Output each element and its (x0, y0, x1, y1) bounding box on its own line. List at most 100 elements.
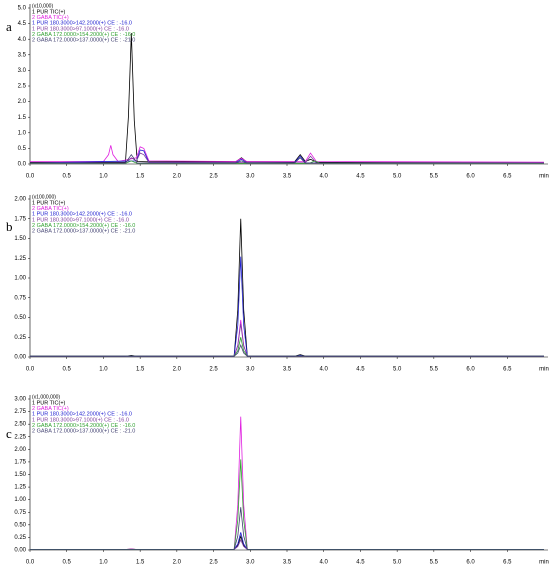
y-tick-label: 2.0 (18, 99, 27, 105)
legend-entry: 2 GABA 172.0000>154.2000(+) CE : -16.0 (32, 32, 135, 38)
y-tick-label: 0.50 (14, 315, 26, 321)
x-tick-label: 5.5 (430, 174, 439, 180)
y-tick-label: 0.00 (14, 548, 26, 554)
y-tick-label: 0.50 (14, 522, 26, 528)
x-tick-label: 2.5 (209, 367, 218, 373)
x-tick-label: 2.0 (173, 560, 182, 566)
x-tick-label: 4.0 (320, 367, 329, 373)
scale-label: (x1,000,000) (32, 394, 60, 400)
y-tick-label: 0.75 (14, 295, 26, 301)
legend-entry: 1 PUR 180.3000>97.1000(+) CE : -16.0 (32, 26, 129, 32)
trace (30, 218, 544, 357)
panel-label: b (6, 219, 13, 234)
x-tick-label: 4.0 (320, 174, 329, 180)
legend-entry: 1 PUR TIC(+) (32, 200, 66, 206)
x-axis-label: min (539, 367, 549, 373)
x-tick-label: 5.0 (393, 174, 402, 180)
y-tick-label: 1.00 (14, 276, 26, 282)
y-tick-label: 0.00 (14, 355, 26, 361)
legend-entry: 1 PUR 180.3000>97.1000(+) CE : -16.0 (32, 217, 129, 223)
y-tick-label: 0.5 (18, 146, 27, 152)
legend-entry: 1 PUR 180.3000>142.2000(+) CE : -16.0 (32, 412, 132, 418)
y-tick-label: 1.0 (18, 130, 27, 136)
y-tick-label: 4.5 (18, 21, 27, 27)
x-tick-label: 5.5 (430, 560, 439, 566)
x-tick-label: 3.0 (246, 560, 255, 566)
x-tick-label: 2.5 (209, 174, 218, 180)
x-tick-label: 0.0 (26, 560, 35, 566)
x-axis-label: min (539, 174, 549, 180)
x-tick-label: 2.0 (173, 367, 182, 373)
legend-entry: 2 GABA TIC(+) (32, 206, 69, 212)
y-tick-label: 0.0 (18, 162, 27, 168)
legend-entry: 2 GABA 172.0000>154.2000(+) CE : -16.0 (32, 423, 135, 429)
trace (30, 538, 544, 550)
x-tick-label: 6.0 (466, 367, 475, 373)
x-tick-label: 4.0 (320, 560, 329, 566)
trace (29, 149, 545, 164)
legend-entry: 2 GABA TIC(+) (32, 406, 69, 412)
y-tick-label: 1.5 (18, 115, 27, 121)
x-tick-label: 0.5 (63, 560, 72, 566)
trace (30, 532, 544, 550)
x-tick-label: 6.5 (503, 560, 512, 566)
x-tick-label: 0.0 (26, 174, 35, 180)
y-tick-label: 1.25 (14, 256, 26, 262)
trace (30, 507, 544, 550)
x-tick-label: 5.5 (430, 367, 439, 373)
y-tick-label: 3.5 (18, 52, 27, 58)
trace (30, 344, 544, 357)
x-tick-label: 5.0 (393, 560, 402, 566)
x-tick-label: 5.0 (393, 367, 402, 373)
x-tick-label: 1.5 (136, 367, 145, 373)
legend-entry: 2 GABA 172.0000>154.2000(+) CE : -16.0 (32, 223, 135, 229)
trace (30, 416, 544, 550)
trace (29, 32, 545, 164)
x-tick-label: 6.0 (466, 560, 475, 566)
legend-entry: 1 PUR 180.3000>142.2000(+) CE : -16.0 (32, 21, 132, 27)
x-axis-label: min (539, 560, 549, 566)
x-tick-label: 2.5 (209, 560, 218, 566)
legend-entry: 1 PUR TIC(+) (32, 400, 66, 406)
legend-entry: 2 GABA 172.0000>137.0000(+) CE : -21.0 (32, 428, 135, 434)
x-tick-label: 4.5 (356, 560, 365, 566)
x-tick-label: 0.5 (63, 367, 72, 373)
legend-entry: 1 PUR 180.3000>142.2000(+) CE : -16.0 (32, 212, 132, 218)
trace (30, 152, 545, 164)
x-tick-label: 0.5 (63, 174, 72, 180)
x-tick-label: 1.5 (136, 560, 145, 566)
x-tick-label: 1.0 (99, 560, 108, 566)
y-tick-label: 1.25 (14, 485, 26, 491)
y-tick-label: 3.0 (18, 68, 27, 74)
y-tick-label: 0.75 (14, 510, 26, 516)
x-tick-label: 1.0 (99, 174, 108, 180)
y-tick-label: 3.00 (14, 397, 26, 403)
legend-entry: 1 PUR TIC(+) (32, 9, 66, 15)
y-tick-label: 4.0 (18, 37, 27, 43)
y-tick-label: 2.50 (14, 422, 26, 428)
legend-entry: 2 GABA 172.0000>137.0000(+) CE : -21.0 (32, 228, 135, 234)
x-tick-label: 4.5 (356, 367, 365, 373)
x-tick-label: 3.5 (283, 560, 292, 566)
y-tick-label: 1.75 (14, 459, 26, 465)
y-tick-label: 0.25 (14, 535, 26, 541)
x-tick-label: 0.0 (26, 367, 35, 373)
y-tick-label: 1.50 (14, 472, 26, 478)
scale-label: (x100,000) (32, 194, 56, 200)
trace (30, 459, 544, 550)
panel-label: c (6, 426, 12, 441)
x-tick-label: 6.5 (503, 367, 512, 373)
trace (30, 319, 544, 357)
y-tick-label: 0.25 (14, 335, 26, 341)
y-tick-label: 5.0 (18, 6, 27, 12)
y-tick-label: 2.00 (14, 447, 26, 453)
x-tick-label: 2.0 (173, 174, 182, 180)
legend-entry: 2 GABA TIC(+) (32, 15, 69, 21)
x-tick-label: 4.5 (356, 174, 365, 180)
legend-entry: 1 PUR 180.3000>97.1000(+) CE : -16.0 (32, 417, 129, 423)
y-tick-label: 1.75 (14, 216, 26, 222)
x-tick-label: 6.5 (503, 174, 512, 180)
y-tick-label: 2.5 (18, 84, 27, 90)
trace (30, 256, 544, 357)
x-tick-label: 3.0 (246, 174, 255, 180)
